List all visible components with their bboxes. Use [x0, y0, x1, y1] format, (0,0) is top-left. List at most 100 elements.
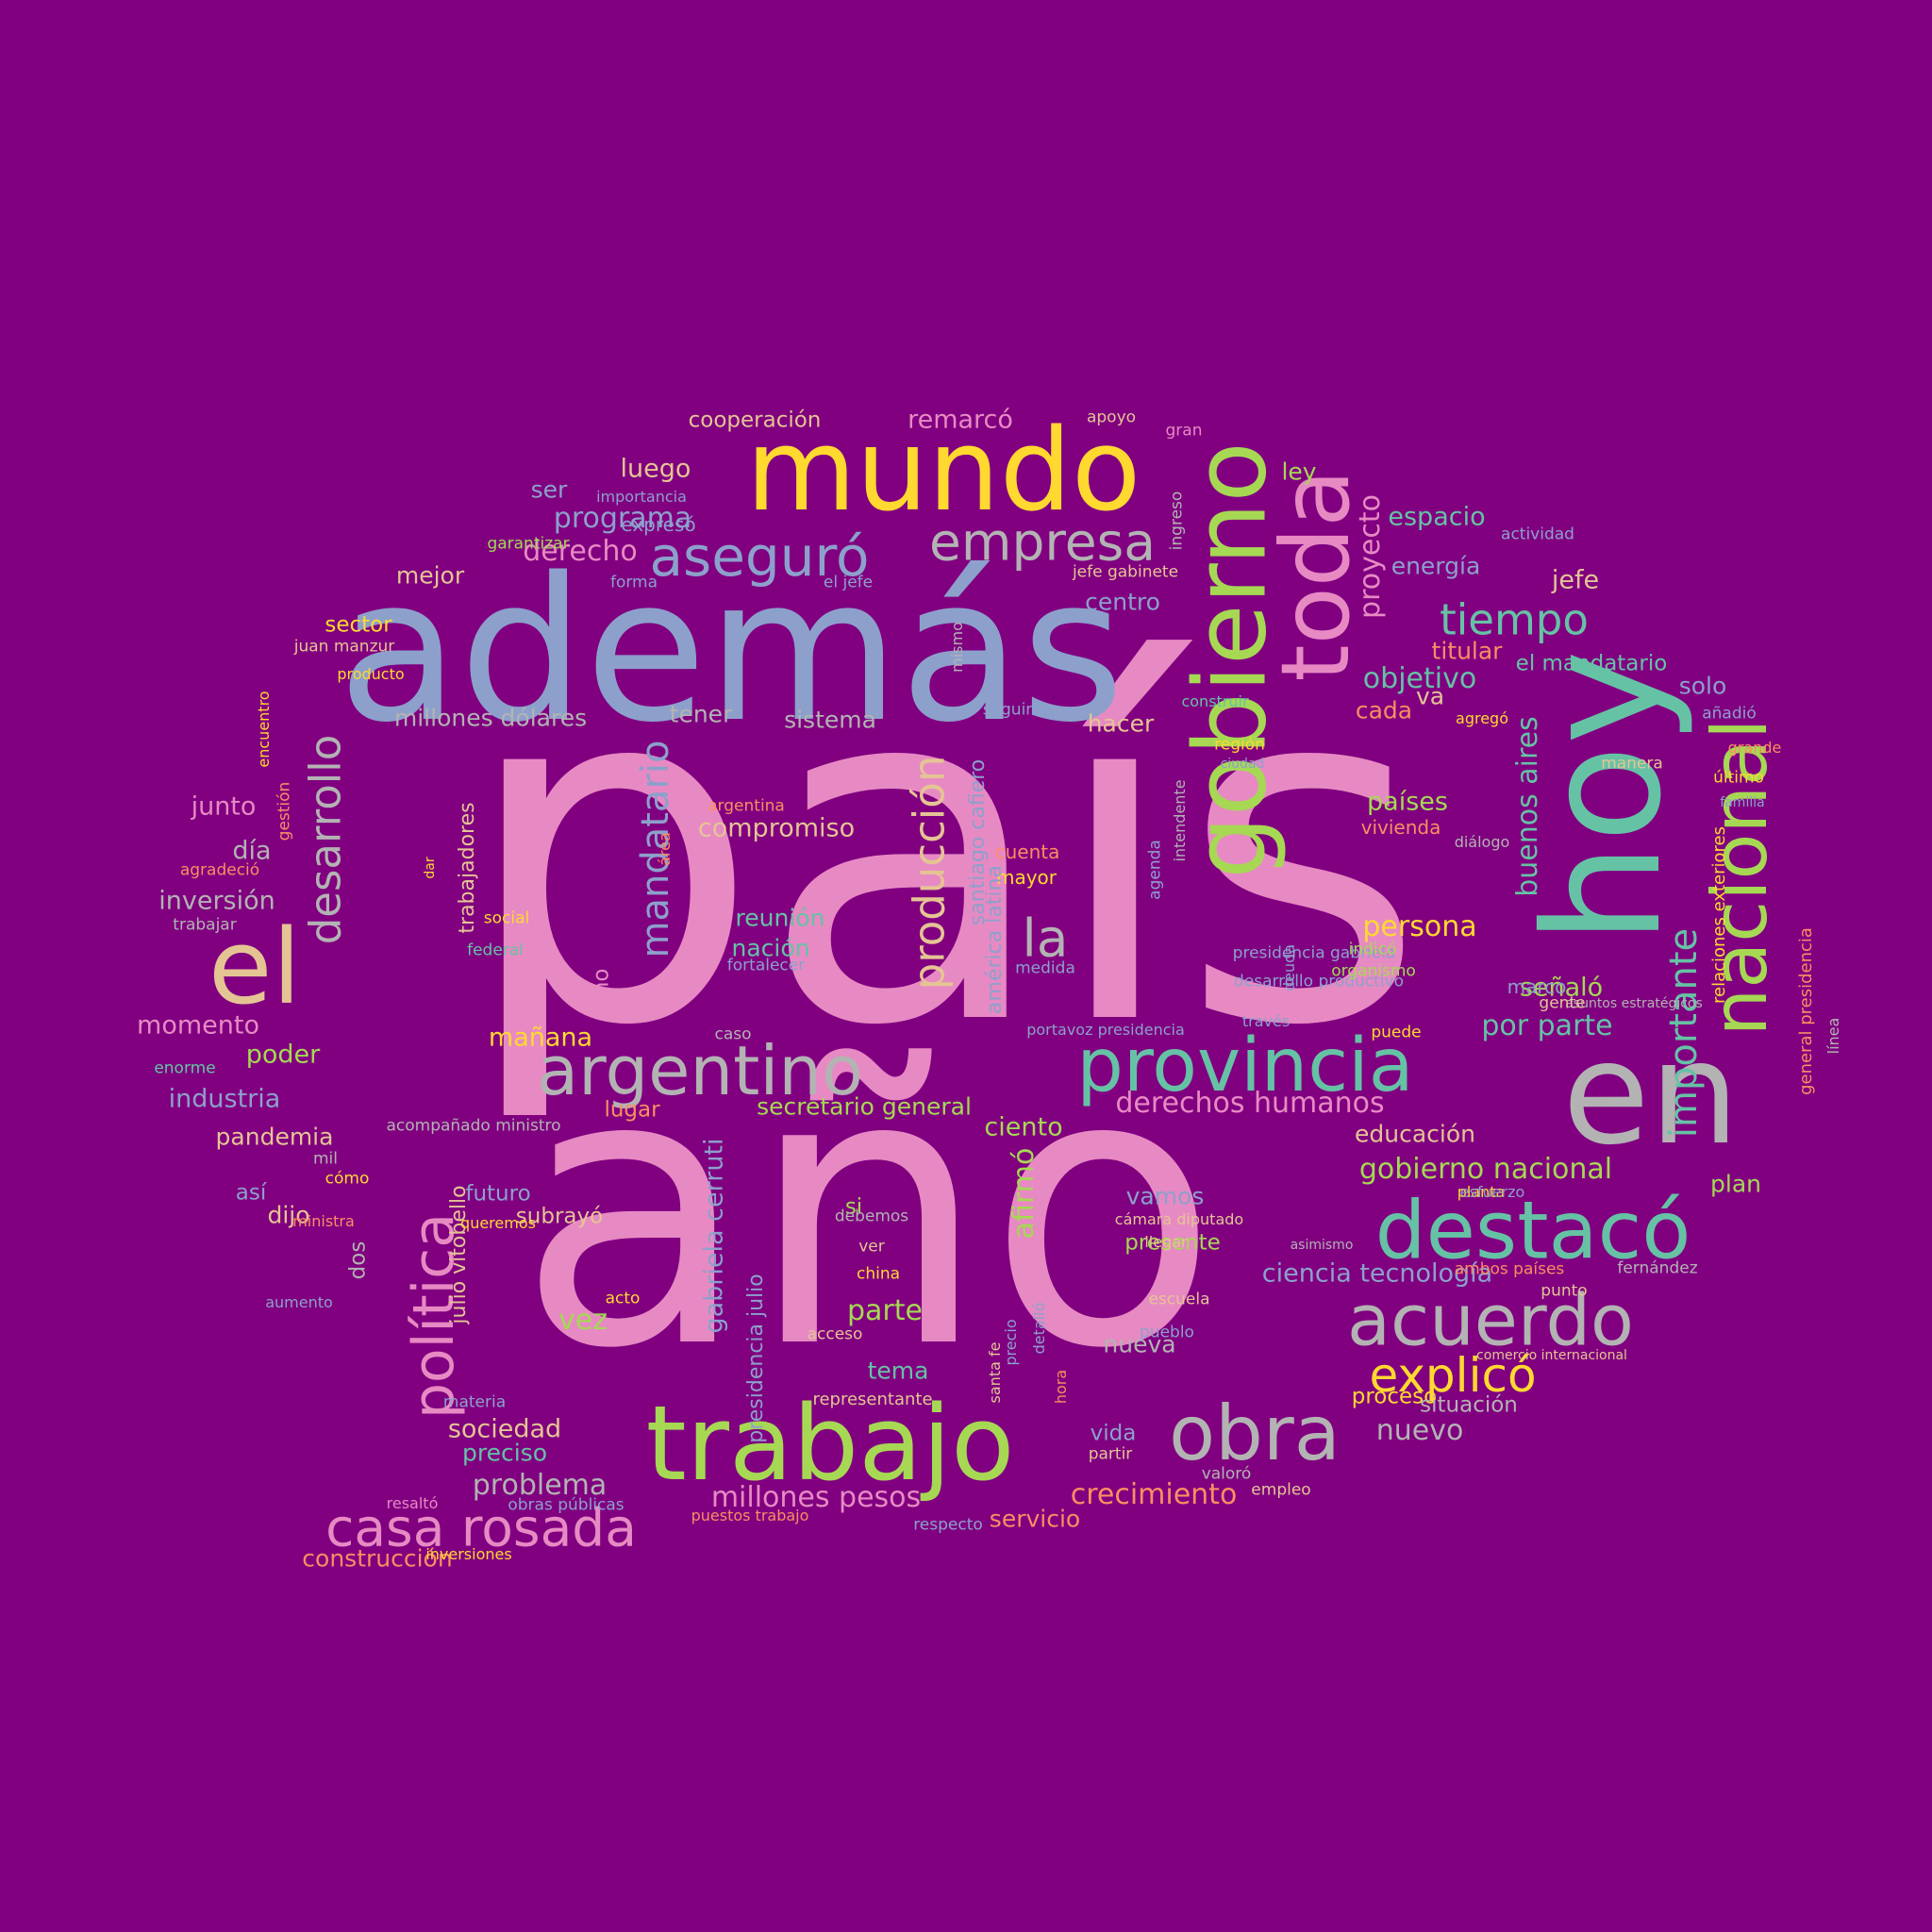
word-si: si — [844, 1194, 863, 1220]
word-enorme: enorme — [154, 1058, 216, 1078]
word-obras-publicas: obras públicas — [508, 1495, 625, 1515]
word-hacer: hacer — [1087, 709, 1155, 738]
word-lugar: lugar — [604, 1097, 660, 1123]
word-ingreso: ingreso — [1167, 491, 1187, 551]
word-dia: día — [232, 836, 272, 866]
word-asuntos-estrategicos: asuntos estratégicos — [1565, 996, 1703, 1011]
word-forma: forma — [609, 573, 658, 592]
word-afirmo: afirmó — [1008, 1147, 1041, 1240]
word-ultimo: último — [1713, 768, 1764, 788]
word-en: en — [1562, 1012, 1740, 1176]
word-desarrollo: desarrollo — [300, 734, 351, 945]
word-como: cómo — [325, 1169, 370, 1189]
word-ambos-paises: ambos países — [1454, 1259, 1565, 1279]
word-producto: producto — [337, 665, 405, 683]
word-situacion: situación — [1420, 1392, 1518, 1418]
word-region: región — [1214, 735, 1265, 755]
word-agradecio: agradeció — [179, 860, 260, 880]
word-pais: país — [460, 579, 1426, 1128]
word-representante: representante — [812, 1390, 933, 1409]
word-fortalecer: fortalecer — [726, 956, 806, 975]
word-titular: titular — [1431, 637, 1503, 665]
word-educacion: educación — [1355, 1120, 1475, 1148]
word-cooperacion: cooperación — [688, 408, 822, 433]
word-manera: manera — [1601, 754, 1663, 774]
word-acuerdo: acuerdo — [1347, 1278, 1634, 1362]
word-mundo: mundo — [745, 406, 1141, 537]
word-trabajadores: trabajadores — [456, 802, 479, 934]
word-ver: ver — [858, 1237, 885, 1257]
word-va: va — [1415, 682, 1445, 710]
word-sociedad: sociedad — [447, 1414, 562, 1444]
word-acto: acto — [605, 1289, 641, 1308]
word-familia: familia — [1720, 795, 1765, 810]
word-presidencia-gabriela: presidencia gabriela — [1232, 943, 1396, 963]
word-cuenta: cuenta — [994, 841, 1060, 863]
word-senalo: señaló — [1519, 973, 1604, 1003]
word-nuevo: nuevo — [1375, 1414, 1464, 1447]
word-mejor: mejor — [395, 561, 465, 590]
word-agrego: agregó — [1456, 709, 1508, 727]
word-hoy: hoy — [1510, 649, 1697, 945]
word-planta: planta — [1457, 1183, 1506, 1201]
word-servicio: servicio — [989, 1505, 1081, 1533]
word-paises: países — [1367, 787, 1448, 817]
word-general-presidencia: general presidencia — [1796, 927, 1816, 1095]
word-millones-dolares: millones dólares — [393, 704, 588, 732]
word-energia: energía — [1391, 552, 1481, 580]
word-anadio: añadió — [1702, 704, 1757, 724]
word-asimismo: asimismo — [1290, 1238, 1354, 1253]
word-poder: poder — [245, 1040, 321, 1070]
word-queremos: queremos — [460, 1214, 536, 1232]
word-dos: dos — [345, 1241, 371, 1280]
word-toda: toda — [1260, 469, 1371, 682]
word-resalto: resaltó — [386, 1494, 439, 1512]
word-respecto: respecto — [913, 1515, 983, 1535]
word-apoyo: apoyo — [1086, 408, 1137, 427]
word-casa-rosada: casa rosada — [325, 1497, 637, 1558]
word-el-jefe: el jefe — [823, 573, 874, 592]
word-trabajo: trabajo — [645, 1383, 1015, 1504]
word-remarco: remarcó — [908, 405, 1013, 435]
word-solo: solo — [1678, 672, 1727, 700]
word-caso: caso — [714, 1024, 752, 1044]
word-manana: mañana — [488, 1023, 593, 1053]
word-momento: momento — [137, 1010, 259, 1041]
word-portavoz-presidencia: portavoz presidencia — [1026, 1021, 1185, 1039]
word-gente: gente — [1539, 993, 1586, 1013]
word-argentina: argentina — [708, 796, 785, 816]
word-juan-manzur: juan manzur — [293, 637, 395, 657]
word-llegar: llegar — [1144, 1233, 1188, 1251]
word-el: el — [208, 907, 302, 1027]
word-argentino: argentino — [536, 1031, 864, 1110]
word-secretario-general: secretario general — [757, 1092, 972, 1121]
word-destaco: destacó — [1374, 1184, 1691, 1278]
word-aseguro: aseguró — [649, 525, 870, 589]
word-hora: hora — [1052, 1369, 1070, 1405]
word-marco: marco — [1507, 975, 1567, 998]
word-centro: centro — [1085, 588, 1160, 616]
word-gestion: gestión — [275, 781, 294, 841]
word-junto: junto — [191, 791, 257, 822]
word-nueva: nueva — [1103, 1330, 1176, 1358]
word-presente: presente — [1124, 1230, 1221, 1256]
word-dialogo: diálogo — [1454, 833, 1510, 851]
word-obra: obra — [1169, 1390, 1341, 1477]
word-pueblo: pueblo — [1140, 1323, 1194, 1342]
word-tener: tener — [669, 700, 733, 728]
word-inversiones: inversiones — [425, 1545, 512, 1563]
word-vida: vida — [1090, 1421, 1137, 1446]
word-ano: año — [517, 992, 1219, 1431]
word-tema: tema — [867, 1357, 929, 1385]
word-persona: persona — [1362, 910, 1477, 943]
word-linea: línea — [1824, 1017, 1842, 1055]
word-pandemia: pandemia — [215, 1123, 334, 1151]
word-punto: punto — [1541, 1281, 1588, 1301]
word-derechos-humanos: derechos humanos — [1115, 1087, 1385, 1120]
word-crecimiento: crecimiento — [1070, 1478, 1238, 1511]
word-explico: explicó — [1369, 1348, 1537, 1403]
word-el-mandatario: el mandatario — [1515, 651, 1668, 676]
word-relaciones-exteriores: relaciones exteriores — [1709, 825, 1729, 1005]
word-gabriela-cerruti: gabriela cerruti — [699, 1138, 729, 1334]
word-federal: federal — [467, 941, 524, 960]
